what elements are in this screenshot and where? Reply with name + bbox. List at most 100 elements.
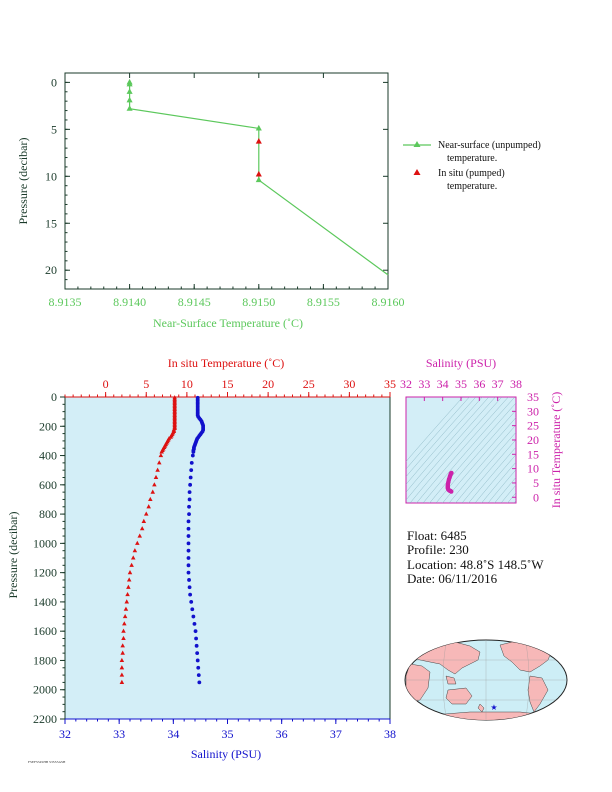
ts-inset-density-contour bbox=[416, 397, 509, 503]
profile-pressure-tick-label: 600 bbox=[39, 478, 57, 492]
profile-number: Profile: 230 bbox=[407, 542, 469, 557]
temperature-point bbox=[132, 548, 138, 553]
near-surface-y-label: Pressure (decibar) bbox=[16, 138, 30, 225]
near-surface-x-tick-label: 8.9145 bbox=[178, 295, 211, 309]
float-id: Float: 6485 bbox=[407, 528, 467, 543]
temperature-point bbox=[126, 584, 131, 589]
ts-inset-density-contour bbox=[481, 461, 516, 503]
ts-inset-temperature-tick-label: 25 bbox=[527, 419, 539, 433]
salinity-point bbox=[194, 636, 198, 641]
ts-inset-density-contour bbox=[429, 402, 516, 503]
near-surface-y-tick-label: 15 bbox=[45, 216, 57, 230]
temperature-point bbox=[148, 496, 153, 502]
near-surface-y-ticks: 0 5 10 15 20 bbox=[45, 75, 388, 281]
ts-inset-density-contour bbox=[474, 454, 516, 503]
salinity-point bbox=[187, 497, 192, 502]
ts-inset-temperature-tick-label: 5 bbox=[533, 476, 539, 490]
salinity-point bbox=[190, 453, 195, 458]
temperature-point bbox=[122, 621, 127, 626]
temperature-point bbox=[123, 606, 129, 611]
ts-inset-density-contour bbox=[536, 379, 612, 508]
profile-plot-frame bbox=[64, 396, 391, 720]
temperature-point bbox=[156, 460, 162, 465]
near-surface-x-tick-label: 8.9135 bbox=[49, 295, 82, 309]
salinity-point bbox=[188, 482, 193, 487]
temperature-point bbox=[137, 533, 143, 538]
profile-pressure-tick-label: 1400 bbox=[33, 595, 57, 609]
profile-top-x-label: In situ Temperature (˚C) bbox=[168, 356, 285, 370]
ts-inset-density-contour bbox=[530, 379, 612, 508]
near-surface-x-tick-label: 8.9150 bbox=[242, 295, 275, 309]
ts-inset-density-contour bbox=[406, 397, 496, 501]
profile-pressure-tick-label: 1600 bbox=[33, 624, 57, 638]
legend-marker-near-surface bbox=[413, 141, 421, 147]
ts-inset-density-contour bbox=[406, 397, 470, 470]
profile-temperature-tick-label: 5 bbox=[143, 377, 149, 391]
temperature-point bbox=[152, 482, 157, 487]
ts-inset-density-contours bbox=[406, 379, 612, 508]
temperature-point bbox=[158, 452, 164, 458]
profile-salinity-tick-label: 32 bbox=[59, 727, 71, 741]
temperature-point bbox=[150, 489, 156, 494]
temperature-point bbox=[119, 657, 125, 663]
temperature-point bbox=[125, 591, 130, 597]
near-surface-series bbox=[126, 78, 389, 276]
ts-inset-series bbox=[445, 470, 454, 494]
profile-pressure-tick-label: 1200 bbox=[33, 566, 57, 580]
ts-inset-density-contour bbox=[406, 397, 490, 493]
ts-inset-density-contour bbox=[406, 397, 483, 485]
ts-inset-salinity-tick-label: 35 bbox=[455, 377, 467, 391]
salinity-point bbox=[187, 504, 191, 509]
ts-inset-density-contour bbox=[487, 469, 516, 503]
near-surface-point bbox=[255, 176, 262, 183]
ts-inset-density-contour bbox=[409, 397, 503, 503]
ts-inset-right-label: In situ Temperature (˚C) bbox=[549, 392, 563, 509]
salinity-point bbox=[187, 585, 192, 590]
ts-inset-density-contour bbox=[442, 417, 516, 503]
ts-inset-temperature-tick-label: 0 bbox=[533, 490, 539, 504]
profile-temperature-tick-label: 10 bbox=[181, 377, 193, 391]
salinity-point bbox=[186, 526, 191, 531]
profile-salinity-tick-label: 36 bbox=[276, 727, 288, 741]
profile-salinity-ticks: 32 33 34 35 36 37 38 bbox=[59, 719, 396, 741]
near-surface-x-tick-label: 8.9155 bbox=[307, 295, 340, 309]
temperature-point bbox=[119, 679, 125, 684]
temperature-point bbox=[159, 449, 164, 454]
ts-inset-density-contour bbox=[406, 397, 477, 478]
temperature-point bbox=[139, 526, 145, 531]
near-surface-plot-frame bbox=[64, 72, 389, 290]
ts-inset-salinity-tick-label: 32 bbox=[400, 377, 412, 391]
profile-pressure-tick-label: 200 bbox=[39, 419, 57, 433]
ts-inset-density-contour bbox=[461, 439, 516, 503]
ts-inset-point bbox=[449, 489, 454, 494]
temperature-point bbox=[130, 555, 136, 560]
float-position-marker: ★ bbox=[490, 703, 497, 712]
near-surface-y-tick-label: 0 bbox=[51, 75, 57, 89]
salinity-point bbox=[196, 673, 201, 677]
ts-inset-density-contour bbox=[422, 397, 516, 503]
temperature-point bbox=[122, 613, 128, 619]
ts-inset-density-contour bbox=[406, 397, 464, 462]
profile-salinity-tick-label: 34 bbox=[167, 727, 179, 741]
ts-inset-temperature-tick-label: 20 bbox=[527, 433, 539, 447]
temperature-point bbox=[141, 518, 147, 523]
near-surface-x-tick-label: 8.9160 bbox=[372, 295, 405, 309]
near-surface-y-tick-label: 10 bbox=[45, 169, 57, 183]
ts-inset-frame bbox=[405, 396, 517, 504]
temperature-point bbox=[127, 570, 133, 575]
profile-pressure-tick-label: 2000 bbox=[33, 683, 57, 697]
ts-inset-density-contour bbox=[500, 484, 516, 503]
salinity-point bbox=[187, 512, 191, 516]
ts-inset-temperature-tick-label: 15 bbox=[527, 447, 539, 461]
profile-pressure-ticks: 0 200 400 600 800 1000 1200 1400 1600 1800 2000 220… bbox=[33, 390, 65, 726]
legend-label-near-surface-1: Near-surface (unpumped) bbox=[438, 140, 541, 151]
ts-inset-density-contour bbox=[569, 379, 612, 508]
salinity-point bbox=[188, 475, 193, 480]
ts-inset-density-contour bbox=[448, 424, 516, 503]
profile-pressure-tick-label: 1000 bbox=[33, 536, 57, 550]
profile-temperature-tick-label: 20 bbox=[262, 377, 274, 391]
salinity-point bbox=[190, 607, 195, 612]
salinity-point bbox=[186, 534, 191, 538]
ts-inset-temperature-tick-label: 30 bbox=[527, 404, 539, 418]
